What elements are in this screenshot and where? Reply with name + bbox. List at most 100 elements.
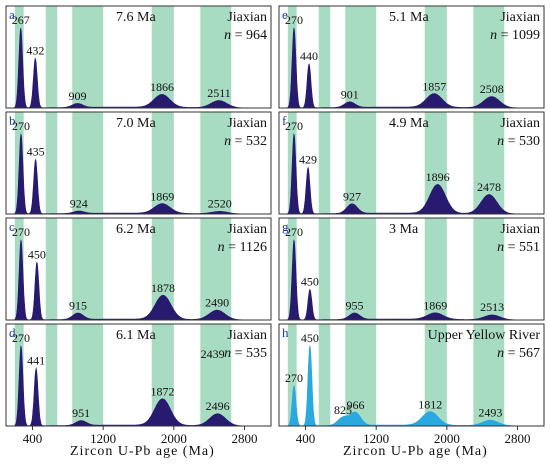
panel-g: g 3 Ma Jiaxian n = 551 270 450 955 1869 2513 [278, 217, 545, 321]
panel-frame [278, 111, 545, 215]
panel-age-title: 5.1 Ma [389, 10, 429, 25]
panel-letter: e [282, 7, 288, 22]
panel-e: e 5.1 Ma Jiaxian n = 1099 270 440 901 1857 2508 [278, 5, 545, 109]
peak-label: 270 [285, 371, 303, 385]
peak-label: 901 [341, 87, 359, 101]
age-band [72, 6, 104, 108]
peak-label: 1866 [150, 80, 174, 94]
x-tick-label: 1200 [363, 431, 389, 446]
x-tick-label: 2800 [232, 431, 258, 446]
location-label: Jiaxian [500, 222, 540, 237]
peak-label: 267 [12, 13, 30, 27]
age-band [200, 112, 232, 214]
x-tick-label: 2000 [161, 431, 187, 446]
peak-label: 429 [299, 153, 317, 167]
sample-count-label: n = 1126 [218, 240, 267, 255]
x-tick-label: 2000 [434, 431, 460, 446]
age-band [151, 218, 174, 320]
peak-label: 270 [285, 13, 303, 27]
panel-a: a 7.6 Ma Jiaxian n = 964 267 432 909 1866 2511 [5, 5, 272, 109]
age-band [151, 6, 174, 108]
peak-label: 2490 [205, 295, 229, 309]
age-band [318, 6, 331, 108]
age-band [45, 6, 58, 108]
age-band [424, 6, 447, 108]
age-band [318, 324, 331, 426]
peak-label: 966 [346, 398, 364, 412]
panel-age-title: 3 Ma [389, 222, 419, 237]
peak-label: 270 [12, 119, 30, 133]
age-band [345, 6, 377, 108]
peak-label: 1857 [422, 79, 446, 93]
peak-label: 2496 [206, 399, 230, 413]
peak-label: 270 [285, 119, 303, 133]
peak-label: 270 [285, 225, 303, 239]
sample-count-label: n = 567 [497, 346, 540, 361]
peak-label: 450 [301, 275, 319, 289]
sample-count-label: n = 535 [224, 346, 267, 361]
location-label: Jiaxian [227, 10, 267, 25]
peak-label: 1869 [423, 299, 447, 313]
peak-label: 432 [26, 43, 44, 57]
panel-frame [278, 217, 545, 321]
age-band [200, 6, 232, 108]
age-band [318, 112, 331, 214]
panel-letter: b [9, 113, 16, 128]
location-label: Upper Yellow River [428, 328, 541, 343]
age-band [200, 218, 232, 320]
x-axis-title-left: Zircon U-Pb age (Ma) [70, 444, 215, 459]
panel-letter: f [282, 113, 287, 128]
x-axis-title-right: Zircon U-Pb age (Ma) [343, 444, 488, 459]
panel-d: d 6.1 Ma Jiaxian n = 535 270 441 951 1872 2439 24… [5, 323, 272, 446]
peak-label: 1812 [418, 397, 442, 411]
peak-label: 2493 [478, 405, 502, 419]
peak-label: 1872 [151, 385, 175, 399]
panel-age-title: 4.9 Ma [389, 116, 429, 131]
x-tick-label: 1200 [90, 431, 116, 446]
peak-label: 450 [28, 247, 46, 261]
peak-label: 825 [334, 403, 352, 417]
x-tick-label: 400 [296, 431, 316, 446]
age-band [45, 324, 58, 426]
sample-count-label: n = 530 [497, 134, 540, 149]
panel-letter: a [9, 7, 15, 22]
panel-frame [5, 111, 272, 215]
age-band [473, 6, 505, 108]
age-band [318, 218, 331, 320]
location-label: Jiaxian [500, 116, 540, 131]
age-band [424, 324, 447, 426]
age-band [151, 112, 174, 214]
peak-label: 270 [12, 225, 30, 239]
peak-label: 2508 [480, 82, 504, 96]
peak-label: 915 [69, 299, 87, 313]
panel-letter: h [282, 325, 289, 340]
sample-count-label: n = 964 [224, 28, 267, 43]
sample-count-label: n = 551 [497, 240, 540, 255]
peak-label: 927 [343, 189, 361, 203]
location-label: Jiaxian [227, 116, 267, 131]
age-band [473, 324, 505, 426]
panel-frame [278, 323, 545, 427]
panel-letter: g [282, 219, 289, 234]
peak-label: 435 [27, 145, 45, 159]
peak-label: 441 [27, 353, 45, 367]
age-band [151, 324, 174, 426]
peak-label: 440 [300, 49, 318, 63]
peak-label: 2478 [477, 180, 501, 194]
peak-label: 1869 [150, 189, 174, 203]
age-band [424, 218, 447, 320]
x-tick-label: 400 [23, 431, 43, 446]
peak-label: 450 [301, 331, 319, 345]
age-band [287, 324, 297, 426]
age-band [345, 112, 377, 214]
panel-frame [5, 217, 272, 321]
panel-c: c 6.2 Ma Jiaxian n = 1126 270 450 915 1878 2490 [5, 217, 272, 321]
peak-label: 1878 [151, 281, 175, 295]
sample-count-label: n = 532 [224, 134, 267, 149]
peak-label: 2520 [208, 197, 232, 211]
peak-label: 2511 [207, 86, 231, 100]
age-band [345, 324, 377, 426]
panel-letter: d [9, 325, 16, 340]
